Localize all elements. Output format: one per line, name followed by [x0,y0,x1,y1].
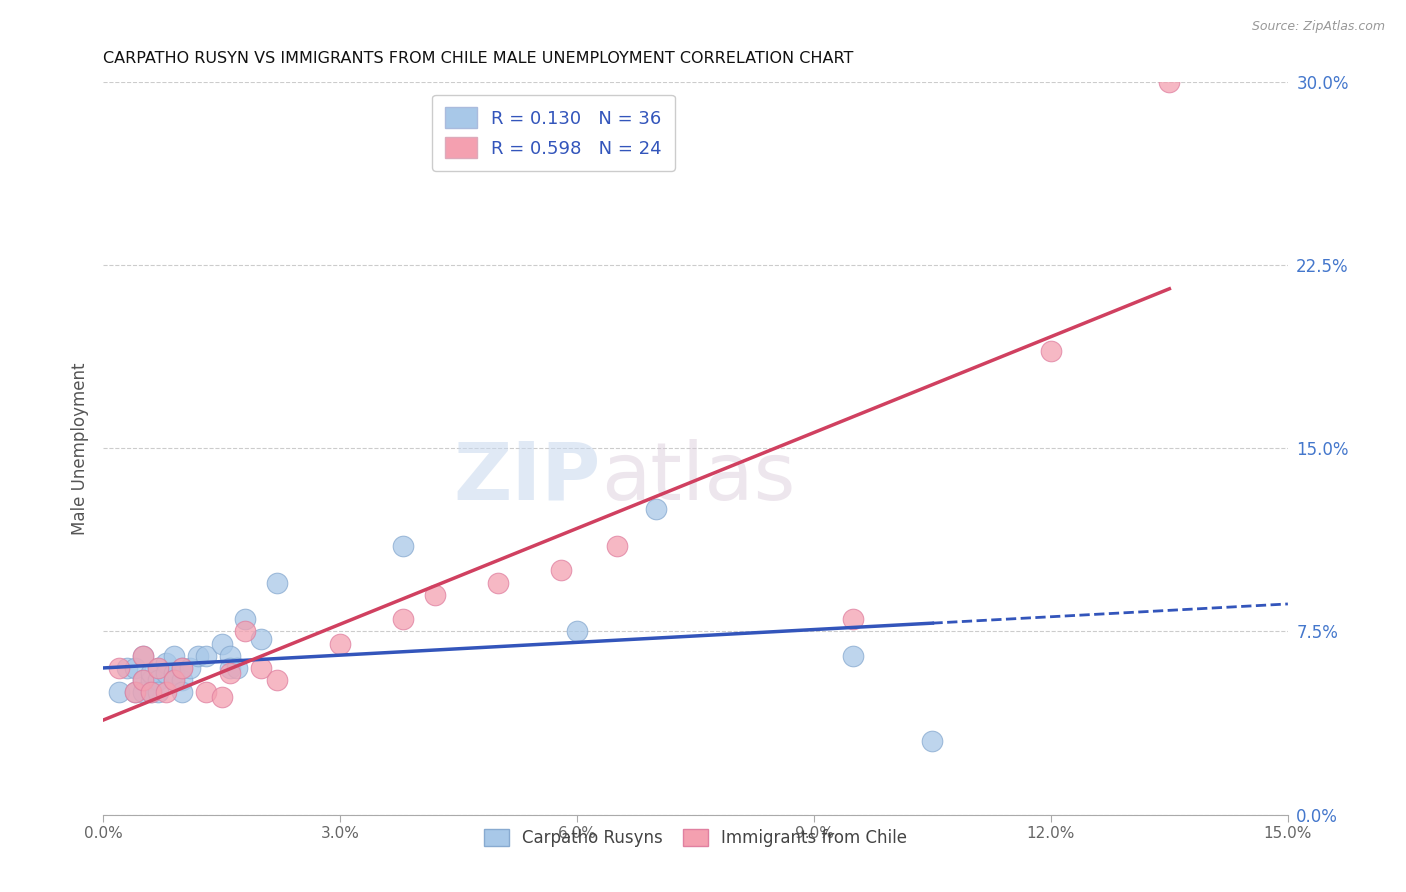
Point [842,648,865,663]
Point [163,665,186,680]
Point [115,661,138,675]
Point [187,648,209,663]
Point [266,575,288,590]
Point [155,665,177,680]
Legend: R = 0.130   N = 36, R = 0.598   N = 24: R = 0.130 N = 36, R = 0.598 N = 24 [432,95,675,171]
Point [139,665,162,680]
Point [605,539,627,553]
Point [124,685,146,699]
Point [179,661,201,675]
Point [131,673,153,688]
Point [139,673,162,688]
Point [218,648,240,663]
Point [218,661,240,675]
Point [250,632,273,646]
Text: Source: ZipAtlas.com: Source: ZipAtlas.com [1251,20,1385,33]
Text: atlas: atlas [600,439,794,516]
Point [155,656,177,670]
Point [486,575,509,590]
Point [108,661,131,675]
Point [163,673,186,688]
Point [565,624,588,639]
Point [392,539,415,553]
Point [1039,343,1062,358]
Point [194,685,217,699]
Y-axis label: Male Unemployment: Male Unemployment [72,362,89,534]
Point [131,648,153,663]
Point [163,673,186,688]
Point [131,685,153,699]
Point [131,673,153,688]
Point [172,673,194,688]
Point [124,685,146,699]
Point [155,685,177,699]
Text: CARPATHO RUSYN VS IMMIGRANTS FROM CHILE MALE UNEMPLOYMENT CORRELATION CHART: CARPATHO RUSYN VS IMMIGRANTS FROM CHILE … [103,51,853,66]
Point [329,637,352,651]
Point [172,661,194,675]
Point [550,563,572,577]
Point [172,685,194,699]
Point [233,612,256,626]
Point [266,673,288,688]
Point [218,665,240,680]
Point [226,661,249,675]
Point [233,624,256,639]
Point [250,661,273,675]
Point [172,661,194,675]
Point [392,612,415,626]
Point [842,612,865,626]
Point [124,661,146,675]
Point [211,690,233,705]
Point [139,685,162,699]
Point [148,673,170,688]
Point [211,637,233,651]
Point [108,685,131,699]
Point [131,648,153,663]
Point [148,685,170,699]
Point [139,685,162,699]
Point [921,734,943,748]
Point [148,661,170,675]
Point [1159,75,1181,89]
Point [645,502,668,516]
Text: ZIP: ZIP [454,439,600,516]
Point [148,661,170,675]
Point [163,648,186,663]
Point [423,588,446,602]
Point [194,648,217,663]
